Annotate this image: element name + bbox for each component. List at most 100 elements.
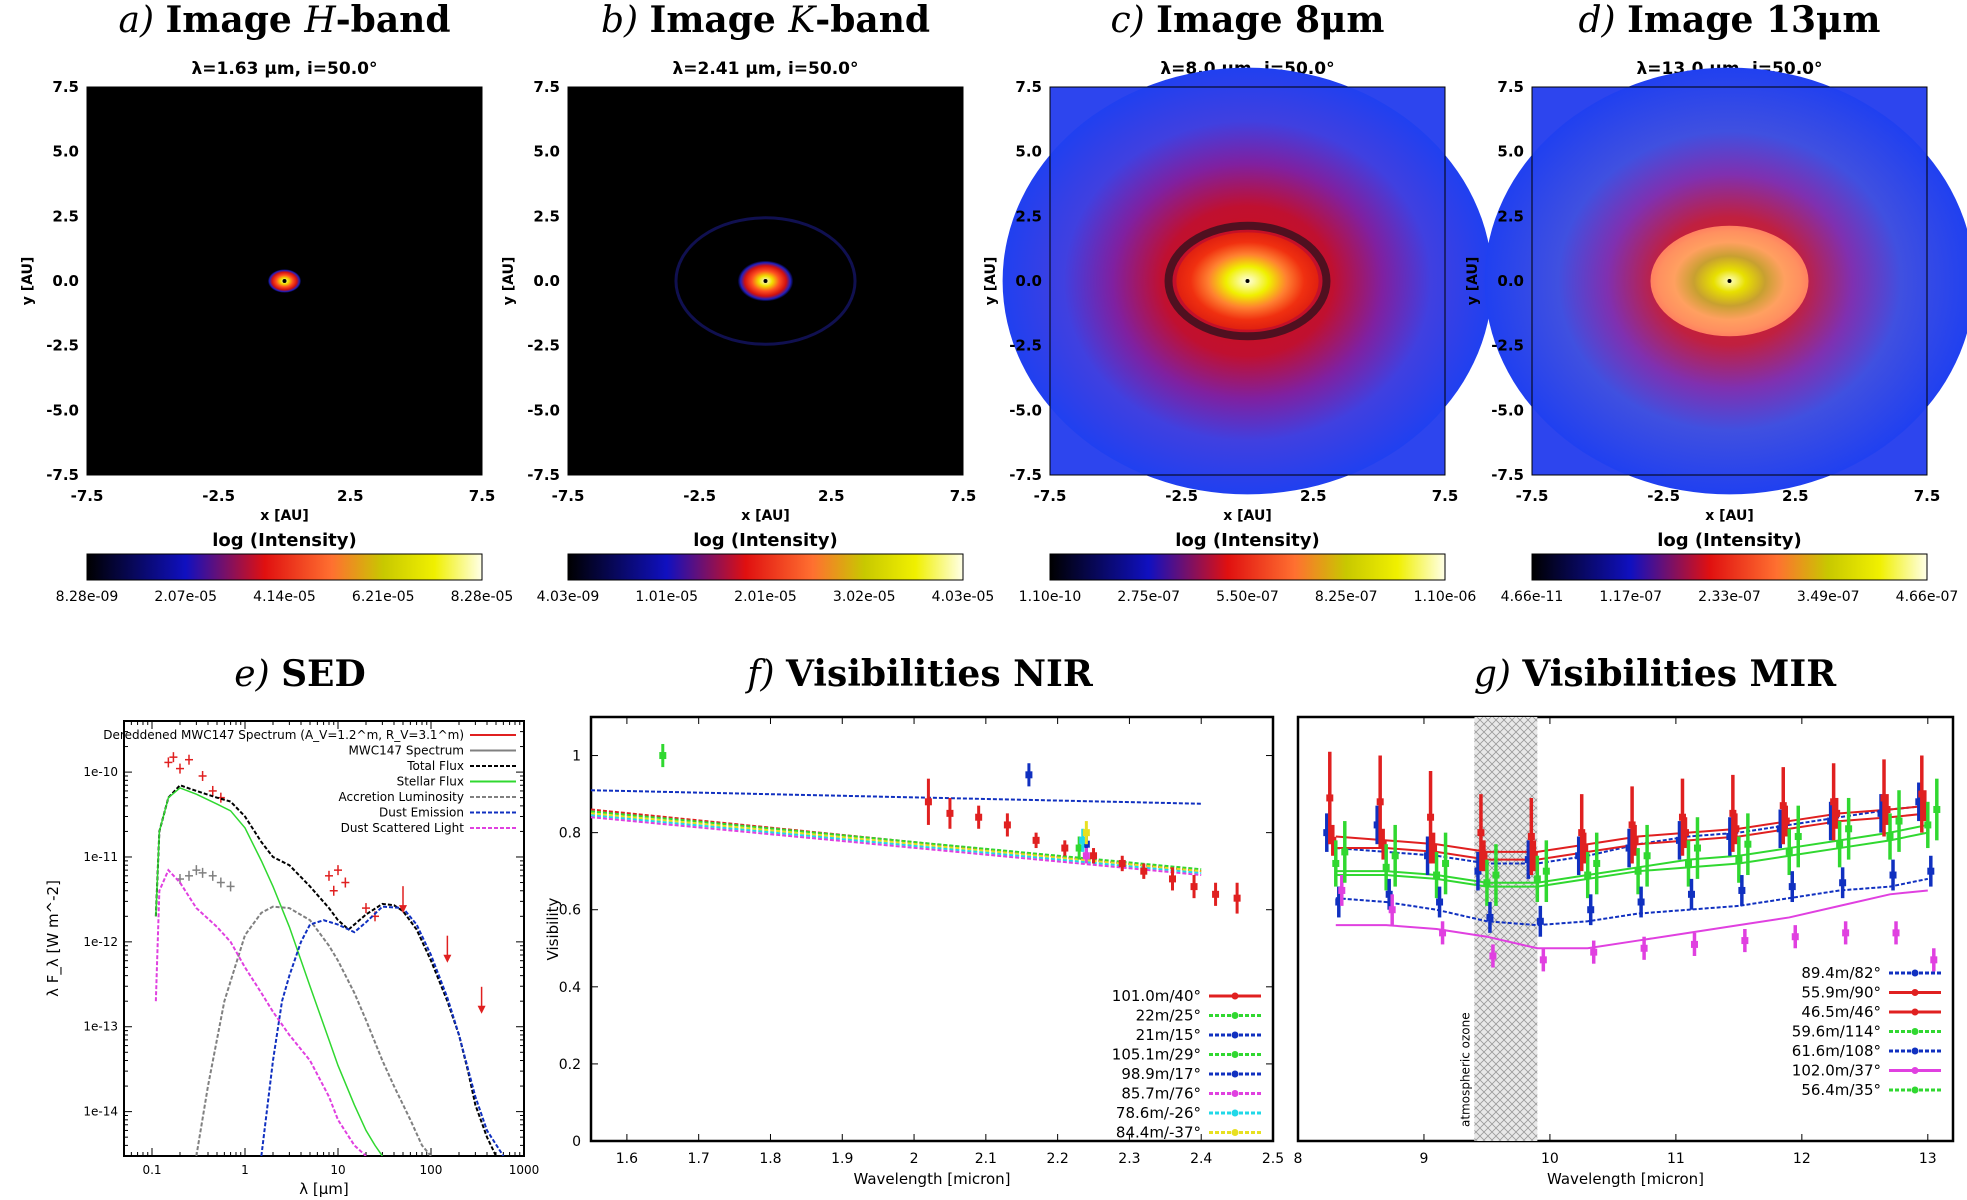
model-line — [590, 814, 1202, 875]
x-tick-label: 7.5 — [469, 487, 496, 505]
vis-point — [1480, 852, 1488, 860]
colorbar-label: log (Intensity) — [212, 530, 357, 551]
vis-point — [1628, 821, 1636, 829]
vis-point — [1681, 829, 1689, 837]
y-tick-label: 1 — [572, 749, 581, 765]
x-axis-label: Wavelength [micron] — [853, 1170, 1010, 1188]
legend-label: 56.4m/35° — [1801, 1081, 1881, 1099]
x-axis-label: Wavelength [micron] — [1547, 1170, 1704, 1188]
x-tick-label: 2.5 — [1300, 487, 1327, 505]
y-axis-label: y [AU] — [501, 257, 517, 306]
y-tick-label: 1e-10 — [83, 765, 118, 779]
vis-point — [1889, 871, 1897, 879]
model-line — [1335, 889, 1928, 950]
mir-frame — [1296, 715, 1955, 1143]
legend-label: MWC147 Spectrum — [349, 744, 464, 758]
y-tick-label: 5.0 — [1497, 143, 1524, 161]
x-tick-label: 1.7 — [688, 1151, 710, 1167]
legend-marker — [1231, 992, 1239, 1000]
vis-point — [1385, 890, 1393, 898]
vis-point — [1833, 809, 1841, 817]
vis-point — [1776, 825, 1784, 833]
x-tick-label: -2.5 — [683, 487, 716, 505]
colorbar-tick-label: 3.49e-07 — [1797, 589, 1860, 605]
colorbar-label: log (Intensity) — [1657, 530, 1802, 551]
sed-line — [195, 905, 432, 1156]
y-axis-label: y [AU] — [983, 257, 999, 306]
star-marker — [1727, 279, 1732, 283]
vis-point — [1492, 871, 1500, 879]
vis-point — [1486, 913, 1494, 921]
y-tick-label: 2.5 — [52, 207, 79, 225]
x-tick-label: 0.1 — [142, 1163, 161, 1177]
y-tick-label: -5.0 — [1491, 401, 1524, 419]
colorbar — [567, 553, 964, 581]
heatmap-panel-d: λ=13.0 μm, i=50.0°7.55.02.50.0-2.5-5.0-7… — [1465, 59, 1967, 605]
image-frame — [1049, 86, 1446, 476]
ozone-band-label: atmospheric ozone — [1458, 1012, 1472, 1127]
colorbar-tick-label: 4.66e-11 — [1501, 589, 1564, 605]
vis-point — [1880, 794, 1888, 802]
vis-point — [1433, 871, 1441, 879]
x-tick-label: 1 — [241, 1163, 249, 1177]
vis-point — [1839, 879, 1847, 887]
y-tick-label: 2.5 — [1015, 207, 1042, 225]
panel-title-d: d) Image 13μm — [1579, 0, 1881, 41]
legend-label: 55.9m/90° — [1801, 984, 1881, 1002]
vis-point — [1233, 894, 1241, 902]
vis-point — [1791, 933, 1799, 941]
x-tick-label: -7.5 — [1516, 487, 1549, 505]
vis-point — [1379, 840, 1387, 848]
vis-point — [1477, 829, 1485, 837]
nir-frame — [589, 715, 1275, 1143]
colorbar-tick-label: 1.01e-05 — [635, 589, 698, 605]
vis-point — [1578, 829, 1586, 837]
vis-point — [1025, 771, 1033, 779]
vis-point — [1530, 852, 1538, 860]
image-frame — [1531, 86, 1928, 476]
x-tick-label: 7.5 — [1432, 487, 1459, 505]
vis-point — [975, 813, 983, 821]
model-line — [590, 810, 1202, 871]
star-marker — [1245, 279, 1250, 283]
vis-point — [1634, 867, 1642, 875]
y-tick-label: -7.5 — [1009, 466, 1042, 484]
colorbar-tick-label: 8.25e-07 — [1315, 589, 1378, 605]
legend-marker — [1231, 1070, 1239, 1078]
vis-point — [1779, 802, 1787, 810]
vis-point — [1575, 852, 1583, 860]
colorbar-tick-label: 4.03e-05 — [932, 589, 995, 605]
panel-title-e: e) SED — [234, 653, 365, 695]
vis-point — [659, 752, 667, 760]
vis-point — [1388, 906, 1396, 914]
panel-subtitle-b: λ=2.41 μm, i=50.0° — [673, 59, 859, 79]
vis-point — [1439, 929, 1447, 937]
legend-label: Dust Emission — [379, 806, 464, 820]
legend-label: 59.6m/114° — [1792, 1023, 1881, 1041]
vis-point — [1326, 794, 1334, 802]
vis-point — [1075, 844, 1083, 852]
colorbar-tick-label: 6.21e-05 — [352, 589, 415, 605]
y-axis-label: λ F_λ [W m^-2] — [44, 880, 63, 997]
mir-panel: atmospheric ozone 8 9 10 11 12 13 Wavelength [m… — [1294, 715, 1955, 1188]
vis-point — [1738, 886, 1746, 894]
vis-point — [1643, 852, 1651, 860]
legend-label: 102.0m/37° — [1792, 1062, 1881, 1080]
x-axis-label: x [AU] — [1223, 508, 1271, 524]
vis-point — [1323, 829, 1331, 837]
vis-point — [1032, 836, 1040, 844]
model-line — [590, 816, 1202, 877]
vis-point — [1590, 948, 1598, 956]
legend-marker — [1911, 1067, 1919, 1074]
x-axis-label: x [AU] — [741, 508, 789, 524]
nir-panel: 1.6 1.7 1.8 1.9 2 2.1 2.2 2.3 2.4 2.5 0 0.2 0.4 0.6 0.… — [544, 715, 1284, 1188]
vis-point — [1335, 898, 1343, 906]
x-tick-label: 2.4 — [1190, 1151, 1212, 1167]
vis-point — [1732, 825, 1740, 833]
legend-marker — [1231, 1031, 1239, 1039]
vis-point — [1436, 898, 1444, 906]
colorbar-tick-label: 4.03e-09 — [537, 589, 600, 605]
vis-point — [1524, 856, 1532, 864]
vis-point — [1933, 806, 1941, 814]
y-tick-label: -7.5 — [46, 466, 79, 484]
